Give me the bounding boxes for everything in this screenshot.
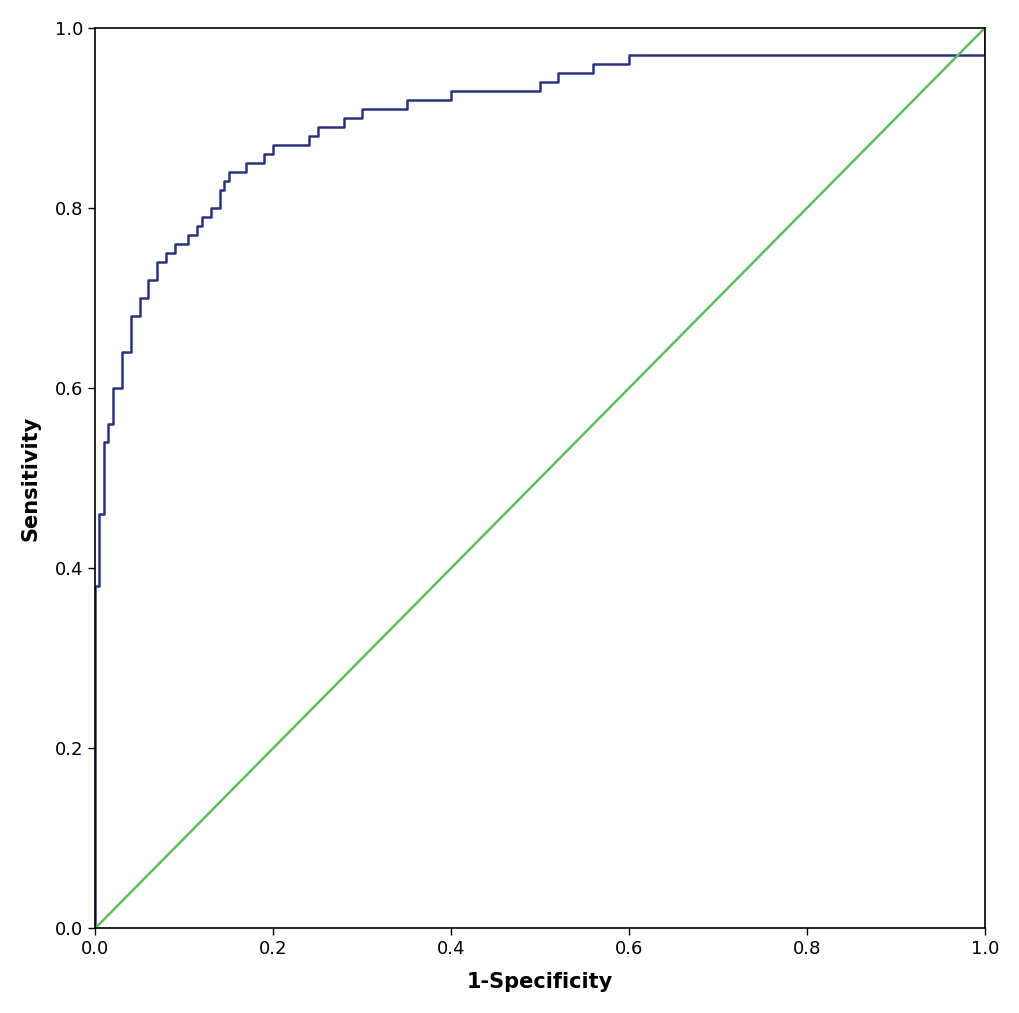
X-axis label: 1-Specificity: 1-Specificity <box>467 972 612 992</box>
Y-axis label: Sensitivity: Sensitivity <box>20 415 41 541</box>
